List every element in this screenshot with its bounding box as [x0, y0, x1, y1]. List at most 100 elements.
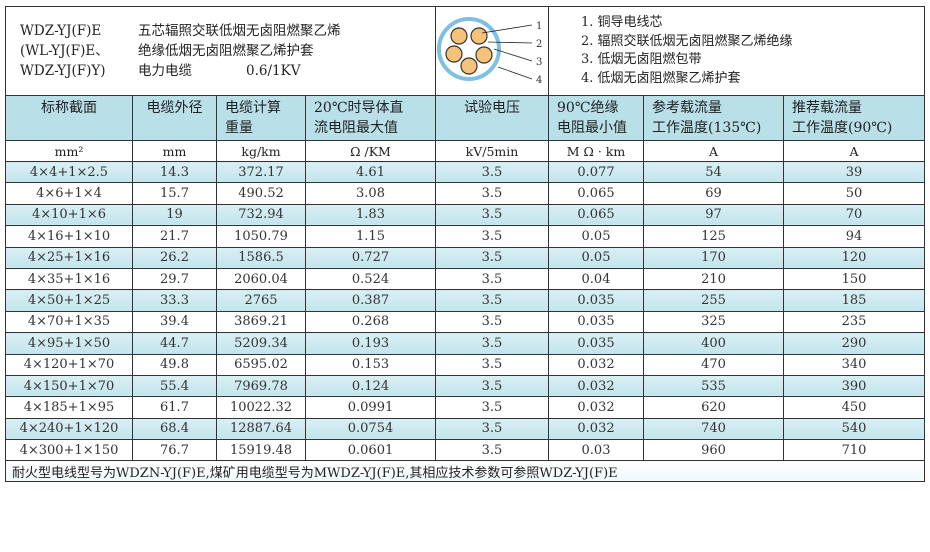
- model-description: 五芯辐照交联低烟无卤阻燃聚乙烯 绝缘低烟无卤阻燃聚乙烯护套 电力电缆 0.6/1K…: [138, 21, 341, 81]
- column-header: 标称截面: [5, 95, 133, 141]
- legend-item: 4. 低烟无卤阻燃聚乙烯护套: [581, 70, 741, 86]
- table-cell: 0.193: [305, 332, 436, 355]
- unit-cell: Ω /KM: [305, 140, 436, 162]
- table-cell: 4×35+1×16: [5, 267, 133, 291]
- table-cell: 69: [643, 182, 784, 205]
- table-cell: 170: [643, 246, 784, 269]
- table-cell: 2765: [216, 289, 306, 312]
- header-line: 工作温度(90℃): [792, 120, 893, 136]
- unit-cell: mm²: [5, 140, 133, 162]
- table-cell: 4×150+1×70: [5, 374, 133, 398]
- unit-cell: mm: [132, 140, 217, 162]
- table-cell: 7969.78: [216, 374, 306, 398]
- table-cell: 0.03: [548, 439, 644, 462]
- header-line: 20℃时导体直: [314, 100, 404, 116]
- table-cell: 70: [783, 203, 925, 227]
- table-cell: 3.5: [435, 225, 549, 248]
- table-cell: 620: [643, 396, 784, 419]
- table-row: 4×70+1×35 39.4 3869.21 0.268 3.5 0.035 325 235: [5, 310, 925, 334]
- table-cell: 5209.34: [216, 332, 306, 355]
- column-header: 20℃时导体直 流电阻最大值: [305, 95, 436, 141]
- table-row: 4×6+1×4 15.7 490.52 3.08 3.5 0.065 69 50: [5, 182, 925, 205]
- diagram-label: 4: [536, 75, 542, 86]
- table-cell: 68.4: [132, 417, 217, 441]
- table-cell: 290: [783, 332, 925, 355]
- table-cell: 3.5: [435, 332, 549, 355]
- diagram-label: 3: [536, 57, 542, 68]
- header-line: 参考载流量: [652, 100, 722, 116]
- table-cell: 94: [783, 225, 925, 248]
- table-cell: 4×95+1×50: [5, 332, 133, 355]
- table-cell: 0.387: [305, 289, 436, 312]
- header-line: 电缆计算: [225, 100, 281, 116]
- table-cell: 3.5: [435, 289, 549, 312]
- table-cell: 390: [783, 374, 925, 398]
- model-codes: WDZ-YJ(F)E (WL-YJ(F)E、 WDZ-YJ(F)Y): [20, 21, 138, 81]
- table-cell: 4.61: [305, 160, 436, 184]
- table-cell: 0.035: [548, 310, 644, 334]
- description-line: 电力电缆: [138, 63, 192, 79]
- table-cell: 125: [643, 225, 784, 248]
- table-cell: 4×185+1×95: [5, 396, 133, 419]
- table-cell: 0.268: [305, 310, 436, 334]
- product-info: WDZ-YJ(F)E (WL-YJ(F)E、 WDZ-YJ(F)Y) 五芯辐照交…: [5, 6, 436, 96]
- table-cell: 120: [783, 246, 925, 269]
- table-cell: 3.5: [435, 203, 549, 227]
- table-cell: 3.5: [435, 182, 549, 205]
- table-cell: 255: [643, 289, 784, 312]
- table-cell: 3.5: [435, 267, 549, 291]
- column-header: 推荐载流量 工作温度(90℃): [783, 95, 925, 141]
- diagram-label: 2: [536, 39, 542, 50]
- table-cell: 3.5: [435, 417, 549, 441]
- table-row: 4×35+1×16 29.7 2060.04 0.524 3.5 0.04 210 150: [5, 267, 925, 291]
- table-cell: 0.032: [548, 396, 644, 419]
- table-cell: 6595.02: [216, 353, 306, 376]
- legend-item: 1. 铜导电线芯: [581, 15, 663, 30]
- table-cell: 10022.32: [216, 396, 306, 419]
- legend-item: 2. 辐照交联低烟无卤阻燃聚乙烯绝缘: [581, 33, 793, 49]
- table-cell: 0.065: [548, 182, 644, 205]
- table-cell: 15.7: [132, 182, 217, 205]
- table-cell: 39.4: [132, 310, 217, 334]
- table-cell: 61.7: [132, 396, 217, 419]
- table-cell: 14.3: [132, 160, 217, 184]
- table-cell: 0.524: [305, 267, 436, 291]
- column-header: 试验电压: [435, 95, 549, 141]
- table-row: 4×50+1×25 33.3 2765 0.387 3.5 0.035 255 185: [5, 289, 925, 312]
- voltage-rating: 0.6/1KV: [246, 63, 301, 79]
- table-cell: 325: [643, 310, 784, 334]
- column-header: 参考载流量 工作温度(135℃): [643, 95, 784, 141]
- table-cell: 0.0601: [305, 439, 436, 462]
- table-cell: 97: [643, 203, 784, 227]
- table-cell: 4×240+1×120: [5, 417, 133, 441]
- table-cell: 0.05: [548, 225, 644, 248]
- column-header: 90℃绝缘 电阻最小值: [548, 95, 644, 141]
- component-legend: 1. 铜导电线芯 2. 辐照交联低烟无卤阻燃聚乙烯绝缘 3. 低烟无卤阻燃包带 …: [548, 6, 925, 96]
- table-cell: 470: [643, 353, 784, 376]
- table-cell: 39: [783, 160, 925, 184]
- footnote: 耐火型电线型号为WDZN-YJ(F)E,煤矿用电缆型号为MWDZ-YJ(F)E,…: [5, 460, 925, 483]
- table-cell: 185: [783, 289, 925, 312]
- table-cell: 400: [643, 332, 784, 355]
- table-cell: 26.2: [132, 246, 217, 269]
- table-cell: 0.0754: [305, 417, 436, 441]
- table-row: 4×4+1×2.5 14.3 372.17 4.61 3.5 0.077 54 39: [5, 160, 925, 184]
- table-cell: 3.5: [435, 396, 549, 419]
- column-header: 电缆外径: [132, 95, 217, 141]
- table-row: 4×120+1×70 49.8 6595.02 0.153 3.5 0.032 470 340: [5, 353, 925, 376]
- table-cell: 19: [132, 203, 217, 227]
- table-cell: 0.065: [548, 203, 644, 227]
- unit-cell: A: [783, 140, 925, 162]
- table-cell: 12887.64: [216, 417, 306, 441]
- table-cell: 3.5: [435, 353, 549, 376]
- table-cell: 76.7: [132, 439, 217, 462]
- header-line: 电阻最小值: [557, 120, 627, 136]
- table-cell: 1.83: [305, 203, 436, 227]
- legend-item: 3. 低烟无卤阻燃包带: [581, 52, 702, 67]
- header-line: 标称截面: [41, 100, 97, 116]
- table-cell: 55.4: [132, 374, 217, 398]
- table-cell: 2060.04: [216, 267, 306, 291]
- table-cell: 4×70+1×35: [5, 310, 133, 334]
- table-cell: 0.727: [305, 246, 436, 269]
- table-row: 4×150+1×70 55.4 7969.78 0.124 3.5 0.032 535 390: [5, 374, 925, 398]
